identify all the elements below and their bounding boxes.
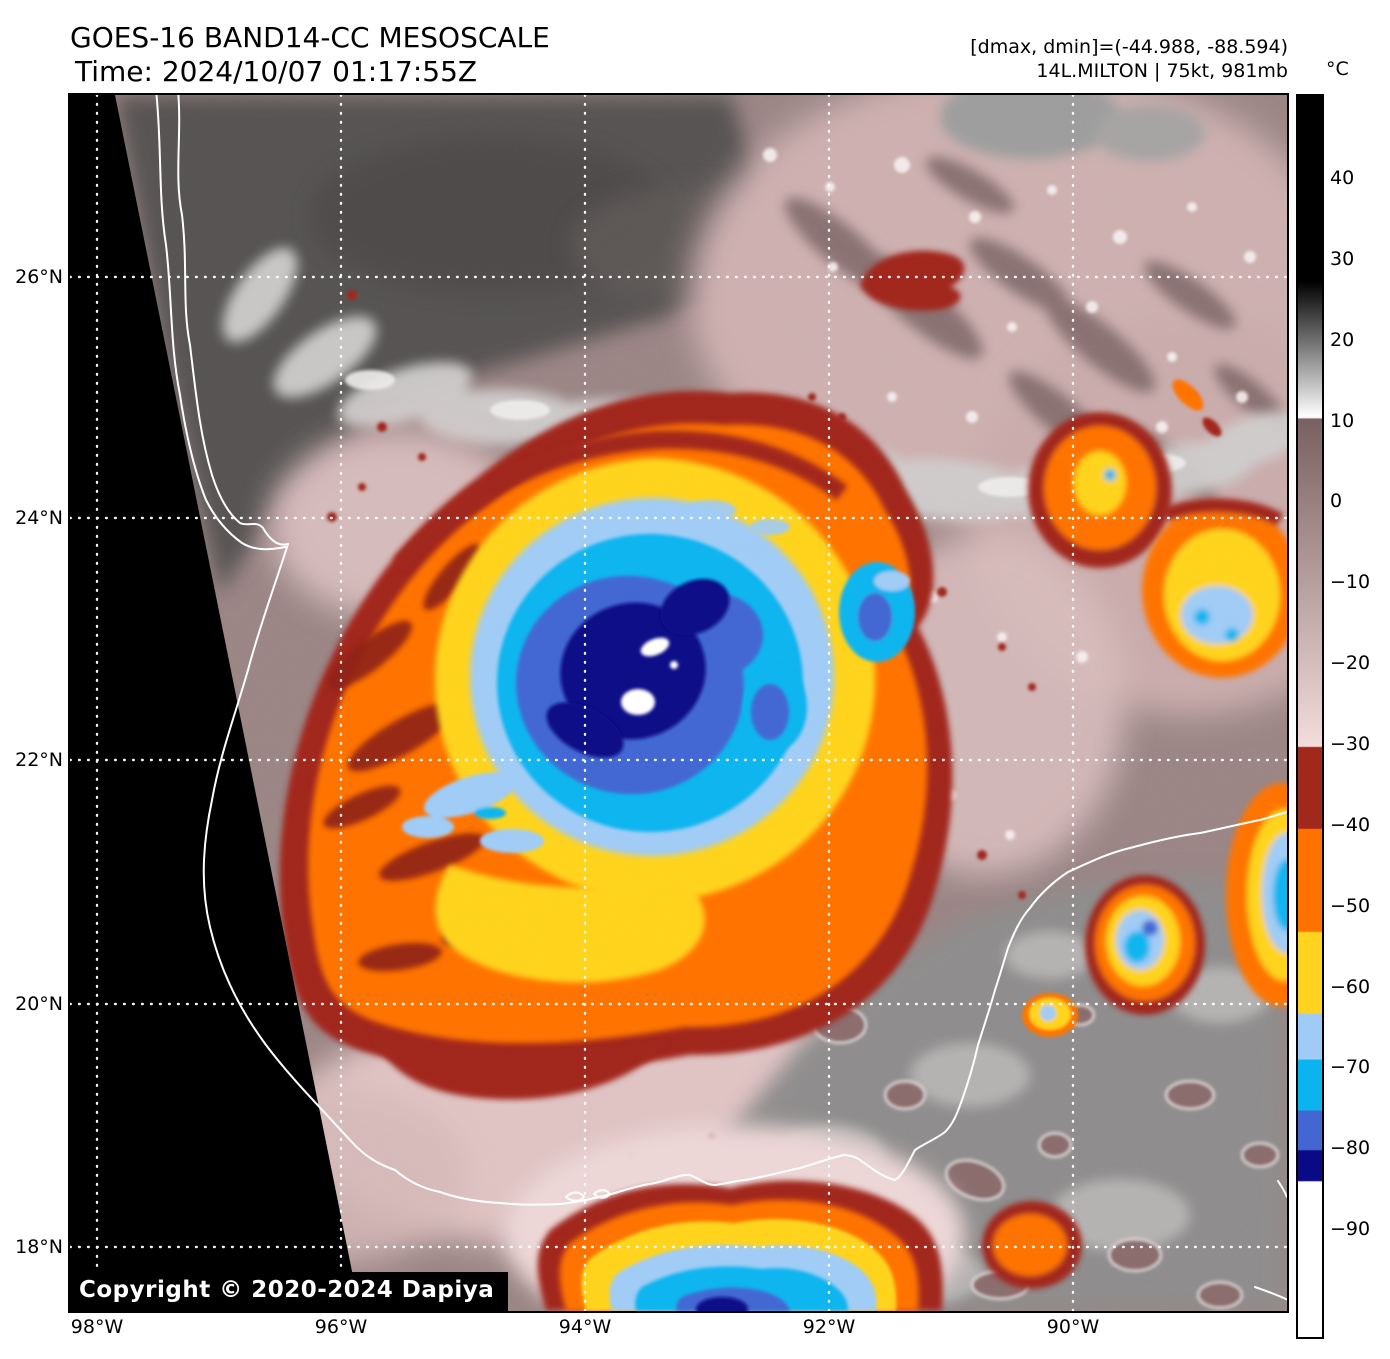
colorbar-tick-label: 10 [1330,409,1355,432]
satellite-map-frame: Copyright © 2020-2024 Dapiya [68,93,1289,1313]
colorbar-tick-label: −70 [1330,1056,1371,1079]
lon-tick-label: 94°W [558,1316,612,1338]
dmax-dmin-readout: [dmax, dmin]=(-44.988, -88.594) [970,36,1288,58]
colorbar-tick-label: 0 [1330,490,1343,513]
colorbar-tick-label: −50 [1330,894,1371,917]
colorbar-tick-label: −80 [1330,1137,1371,1160]
copyright-badge: Copyright © 2020-2024 Dapiya [70,1272,509,1311]
colorbar-tick-label: −90 [1330,1218,1371,1241]
colorbar-tick-label: −20 [1330,652,1371,675]
coastline [155,95,1287,1301]
lon-tick-label: 96°W [314,1316,368,1338]
colorbar-tick-label: 40 [1330,167,1355,189]
colorbar-tick-label: 30 [1330,247,1355,270]
colorbar-unit-label: °C [1326,58,1349,80]
temperature-colorbar [1296,94,1324,1339]
satellite-imagery [70,95,1287,1311]
no-data-wedge [70,95,360,1311]
colorbar-tick-label: −40 [1330,813,1371,836]
lat-tick-label: 18°N [15,1236,63,1258]
colorbar-tick-label: −10 [1330,571,1371,594]
storm-status-readout: 14L.MILTON | 75kt, 981mb [1036,60,1288,82]
plot-timestamp: Time: 2024/10/07 01:17:55Z [75,55,478,88]
lon-tick-label: 90°W [1046,1316,1100,1338]
lat-tick-label: 24°N [15,507,63,529]
lat-tick-label: 22°N [15,749,63,771]
plot-title: GOES-16 BAND14-CC MESOSCALE [70,21,550,54]
lon-tick-label: 92°W [802,1316,856,1338]
lon-tick-label: 98°W [70,1316,124,1338]
colorbar-tick-label: 20 [1330,328,1355,351]
lat-tick-label: 26°N [15,266,63,288]
lat-tick-label: 20°N [15,993,63,1015]
colorbar-tick-label: −60 [1330,975,1371,998]
colorbar-tick-label: −30 [1330,732,1371,755]
